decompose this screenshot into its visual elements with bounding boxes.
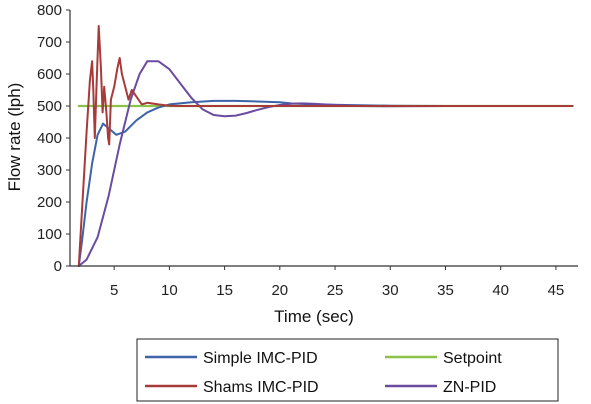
x-tick-label: 30 bbox=[382, 282, 399, 299]
x-axis-title: Time (sec) bbox=[274, 307, 354, 326]
y-tick-label: 0 bbox=[54, 258, 62, 275]
y-tick-label: 300 bbox=[37, 162, 62, 179]
y-tick-label: 700 bbox=[37, 34, 62, 51]
x-tick-label: 25 bbox=[327, 282, 344, 299]
y-tick-label: 800 bbox=[37, 2, 62, 19]
series-layer bbox=[77, 25, 574, 267]
series-line-simple-imc-pid bbox=[77, 99, 574, 267]
series-line-zn-pid bbox=[77, 60, 574, 267]
y-tick-label: 500 bbox=[37, 98, 62, 115]
y-tick-label: 400 bbox=[37, 130, 62, 147]
axes-layer: 0 100 200 300 400 500 600 700 800 5 10 15 20 25 30 35 40… bbox=[37, 2, 578, 299]
x-tick-label: 15 bbox=[216, 282, 233, 299]
x-tick-label: 5 bbox=[110, 282, 118, 299]
series-line-shams-imc-pid bbox=[77, 25, 574, 267]
x-tick-label: 35 bbox=[437, 282, 454, 299]
legend-label-zn-pid: ZN-PID bbox=[443, 379, 496, 396]
x-tick-label: 40 bbox=[492, 282, 509, 299]
x-tick-label: 45 bbox=[548, 282, 565, 299]
legend-box bbox=[136, 338, 559, 402]
y-axis-title: Flow rate (lph) bbox=[5, 83, 24, 192]
legend-label-setpoint: Setpoint bbox=[443, 350, 502, 367]
y-tick-label: 200 bbox=[37, 194, 62, 211]
y-tick-label: 600 bbox=[37, 66, 62, 83]
x-tick-label: 10 bbox=[161, 282, 178, 299]
x-tick-label: 20 bbox=[271, 282, 288, 299]
legend: Simple IMC-PID Setpoint Shams IMC-PID ZN-PI… bbox=[136, 338, 559, 402]
legend-label-shams-imc-pid: Shams IMC-PID bbox=[203, 379, 319, 396]
y-tick-label: 100 bbox=[37, 226, 62, 243]
legend-label-simple-imc-pid: Simple IMC-PID bbox=[203, 350, 318, 367]
